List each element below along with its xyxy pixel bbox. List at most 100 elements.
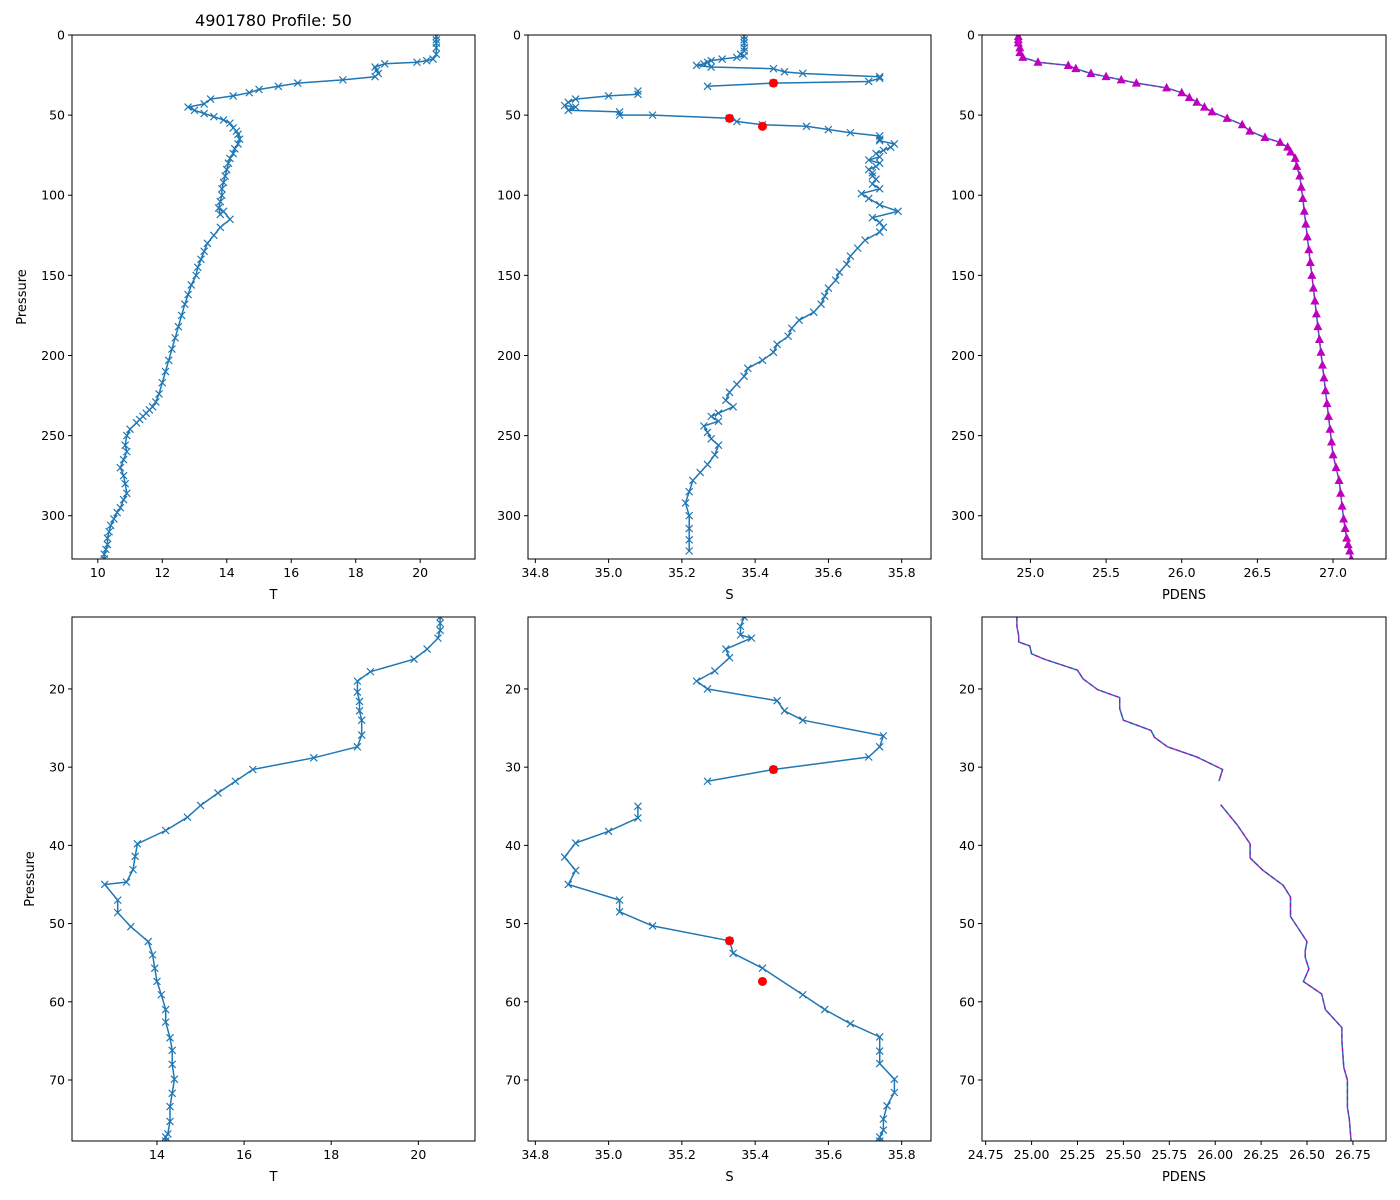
subplot-bottom-PDENS: 24.75 25.00 25.25 25.50 25.75 26.00 26.25 26.50… <box>959 616 1387 1185</box>
x-marker <box>864 156 873 164</box>
x-marker <box>692 677 701 686</box>
x-marker <box>703 428 712 437</box>
x-marker <box>113 908 122 917</box>
x-marker <box>161 826 170 835</box>
x-marker <box>703 685 712 693</box>
x-marker <box>560 101 569 110</box>
triangle-marker <box>1317 360 1327 369</box>
x-marker <box>758 964 767 973</box>
x-marker <box>846 1019 855 1028</box>
triangle-marker <box>1311 308 1321 318</box>
x-tick-label: 18 <box>323 1147 339 1162</box>
x-tick-label: 24.75 <box>968 1147 1004 1162</box>
x-marker <box>161 1005 170 1014</box>
plot-area <box>100 617 445 1141</box>
x-marker <box>150 964 159 973</box>
x-marker <box>707 434 716 443</box>
x-marker <box>714 441 723 450</box>
triangle-marker <box>1033 57 1043 66</box>
x-marker <box>714 409 723 418</box>
y-tick-label: 20 <box>49 681 65 696</box>
y-tick-label: 70 <box>49 1072 65 1087</box>
x-marker <box>436 626 445 635</box>
x-marker <box>200 99 209 108</box>
x-marker <box>413 58 421 67</box>
x-marker <box>769 64 778 73</box>
x-tick-label: 26.25 <box>1243 1147 1279 1162</box>
x-marker <box>564 106 573 115</box>
x-marker <box>106 521 115 530</box>
triangle-marker <box>1177 87 1187 97</box>
series-line <box>103 617 441 1141</box>
x-marker <box>436 617 445 621</box>
x-marker <box>883 1101 891 1110</box>
x-marker <box>155 390 163 398</box>
plot-area <box>560 617 899 1141</box>
series-line <box>1016 617 1352 1141</box>
axes-frame <box>71 34 476 560</box>
triangle-marker <box>1162 82 1172 92</box>
x-marker <box>226 215 234 224</box>
x-marker <box>703 460 712 469</box>
x-marker <box>338 75 347 84</box>
y-tick-label: 50 <box>959 108 975 123</box>
triangle-marker <box>1327 437 1337 446</box>
subplot-top-S: 34.8 35.0 35.2 35.4 35.6 35.8 0 50 100 150 200 250 3… <box>497 28 932 603</box>
x-marker <box>703 777 712 786</box>
x-marker <box>633 802 642 811</box>
x-marker <box>729 402 738 411</box>
x-marker <box>248 765 257 774</box>
x-marker <box>200 109 209 118</box>
x-marker <box>221 172 230 180</box>
x-tick-label: 10 <box>90 565 106 580</box>
x-axis-label: PDENS <box>1162 1170 1206 1185</box>
y-axis-label: Pressure <box>23 851 38 907</box>
x-tick-label: 26.50 <box>1289 1147 1325 1162</box>
x-marker <box>230 144 239 153</box>
y-tick-label: 0 <box>57 28 65 43</box>
x-marker <box>174 322 183 331</box>
x-marker <box>214 204 223 212</box>
x-marker <box>113 896 122 905</box>
x-marker <box>604 91 613 100</box>
triangle-marker <box>1328 449 1338 459</box>
x-marker <box>817 300 826 309</box>
x-marker <box>184 290 192 299</box>
x-marker <box>219 178 228 187</box>
x-marker <box>274 82 283 91</box>
x-axis-label: S <box>725 588 733 603</box>
y-tick-label: 100 <box>497 188 521 203</box>
x-marker <box>890 1088 899 1097</box>
x-tick-label: 25.00 <box>1014 1147 1050 1162</box>
x-marker <box>740 372 749 381</box>
x-axis-label: T <box>269 588 278 603</box>
triangle-marker <box>1101 71 1111 81</box>
x-marker <box>353 688 362 697</box>
x-marker <box>190 106 199 115</box>
x-marker <box>116 463 125 472</box>
x-marker <box>732 380 741 389</box>
x-marker <box>434 634 442 643</box>
x-marker <box>824 125 833 134</box>
plot-area <box>1013 35 1355 559</box>
x-marker <box>200 247 209 256</box>
x-marker <box>707 63 716 71</box>
x-tick-label: 35.4 <box>741 1147 769 1162</box>
x-tick-label: 35.0 <box>595 565 623 580</box>
x-tick-label: 35.8 <box>888 1147 916 1162</box>
x-axis-label: T <box>269 1170 278 1185</box>
x-marker <box>429 55 438 63</box>
triangle-marker <box>1343 539 1353 549</box>
x-marker <box>740 51 749 60</box>
y-tick-label: 50 <box>49 916 65 931</box>
x-marker <box>192 271 201 280</box>
x-marker <box>868 180 877 188</box>
x-marker <box>571 839 580 847</box>
x-marker <box>203 239 212 248</box>
subplot-top-T: 10 12 14 16 18 20050100150200250300TPressure4… <box>15 11 476 603</box>
x-marker <box>721 396 730 405</box>
plot-area <box>560 35 902 555</box>
x-marker <box>564 880 573 889</box>
flag-point <box>757 976 767 986</box>
x-marker <box>740 35 749 44</box>
